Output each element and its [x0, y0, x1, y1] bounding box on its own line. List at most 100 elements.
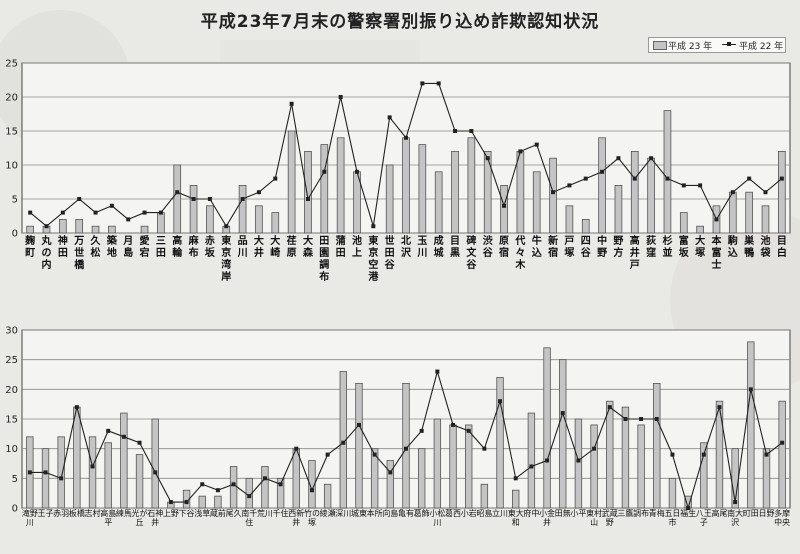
x-category-label: 武蔵野: [602, 508, 618, 527]
y-tick-label: 20: [5, 93, 18, 104]
line-marker: [294, 446, 299, 451]
x-category-label: 東京空港: [368, 234, 379, 283]
x-category-label: 小平: [570, 509, 586, 518]
line-marker: [780, 440, 785, 445]
bar: [512, 489, 520, 509]
line-marker: [59, 476, 64, 481]
x-category-label: 南千住: [241, 508, 257, 527]
line-marker: [404, 135, 408, 140]
x-category-label: 大森: [302, 234, 314, 259]
line-marker: [93, 210, 98, 215]
x-category-label: 大塚: [695, 234, 705, 259]
x-category-label: 練馬: [116, 508, 132, 518]
line-marker: [142, 210, 147, 215]
line-marker: [649, 156, 654, 161]
line-marker: [576, 458, 581, 463]
bar: [606, 400, 614, 509]
x-category-label: 神田: [58, 234, 68, 259]
x-category-label: 城東: [351, 508, 367, 518]
x-category-label: 昭島: [476, 508, 492, 518]
x-category-label: 五日市: [664, 509, 680, 527]
x-category-label: 麹町: [24, 234, 35, 259]
bar: [761, 205, 770, 234]
line-marker: [289, 101, 294, 106]
x-category-label: 池袋: [759, 234, 771, 259]
line-marker: [191, 197, 196, 201]
y-tick-label: 10: [5, 161, 18, 172]
x-category-label: 愛宕: [140, 234, 150, 259]
x-category-label: 蒲田: [336, 234, 346, 259]
x-category-label: 千住: [273, 508, 289, 518]
bar: [418, 144, 427, 234]
line-marker: [681, 183, 686, 188]
bar: [647, 157, 655, 234]
bar: [355, 382, 363, 509]
bar: [276, 477, 285, 509]
line-marker: [529, 464, 534, 469]
line-marker: [600, 169, 605, 174]
line-marker: [583, 176, 588, 181]
x-category-label: 荒川: [257, 508, 273, 518]
x-category-label: 上野: [163, 509, 179, 518]
y-tick-label: 25: [5, 59, 18, 70]
x-category-label: 青梅: [649, 508, 665, 518]
line-marker: [27, 470, 32, 475]
line-marker: [534, 142, 539, 147]
x-category-label: 久松: [90, 234, 102, 259]
x-category-label: 竹の塚: [304, 508, 320, 527]
bar: [496, 377, 504, 509]
line-marker: [623, 417, 628, 421]
x-category-label: 目黒: [450, 235, 460, 259]
x-category-label: 尾久: [226, 508, 242, 518]
line-marker: [469, 129, 474, 133]
y-tick-label: 0: [12, 229, 18, 240]
bar: [614, 184, 623, 234]
x-category-label: 野方: [613, 235, 623, 259]
bar: [728, 191, 737, 234]
bar: [679, 212, 688, 234]
line-marker: [309, 488, 314, 493]
line-marker: [126, 217, 131, 222]
line-marker: [748, 387, 753, 392]
x-category-label: 滝野川: [22, 508, 38, 527]
line-marker: [714, 217, 719, 222]
line-marker: [665, 176, 670, 181]
line-marker: [341, 440, 346, 445]
bar: [747, 341, 755, 509]
x-category-label: 東村山: [586, 508, 602, 527]
x-category-label: 田無: [555, 508, 571, 518]
bar: [386, 460, 395, 509]
bar: [26, 225, 35, 234]
x-category-label: 西新井: [288, 508, 304, 527]
x-category-label: 原宿: [499, 235, 509, 259]
bar: [500, 184, 508, 234]
x-category-label: 光が丘: [132, 508, 148, 527]
line-marker: [371, 224, 376, 229]
line-marker: [256, 190, 261, 195]
x-category-label: 高井戸: [630, 234, 640, 271]
x-category-label: 石神井: [147, 508, 163, 527]
line-marker: [184, 500, 189, 505]
x-category-label: 綾瀬: [320, 508, 336, 518]
y-tick-label: 25: [5, 355, 18, 366]
bar: [598, 137, 606, 234]
bar: [75, 218, 84, 234]
line-marker: [485, 156, 490, 161]
x-category-label: 赤坂: [205, 234, 216, 259]
x-category-label: 本富士: [711, 234, 722, 271]
bar: [543, 347, 551, 509]
x-category-label: 築地: [106, 234, 118, 259]
x-category-label: 浅草: [194, 508, 210, 518]
line-marker: [747, 176, 752, 181]
line-marker: [698, 183, 703, 188]
y-tick-label: 20: [5, 385, 18, 396]
line-marker: [224, 224, 229, 229]
x-category-label: 福生: [680, 508, 696, 518]
bar: [135, 454, 144, 509]
bar: [320, 144, 329, 234]
x-category-label: 池上: [352, 234, 362, 259]
line-marker: [215, 488, 220, 493]
x-category-label: 本所: [367, 508, 383, 518]
bar: [465, 424, 473, 509]
x-category-label: 戸塚: [564, 235, 574, 259]
